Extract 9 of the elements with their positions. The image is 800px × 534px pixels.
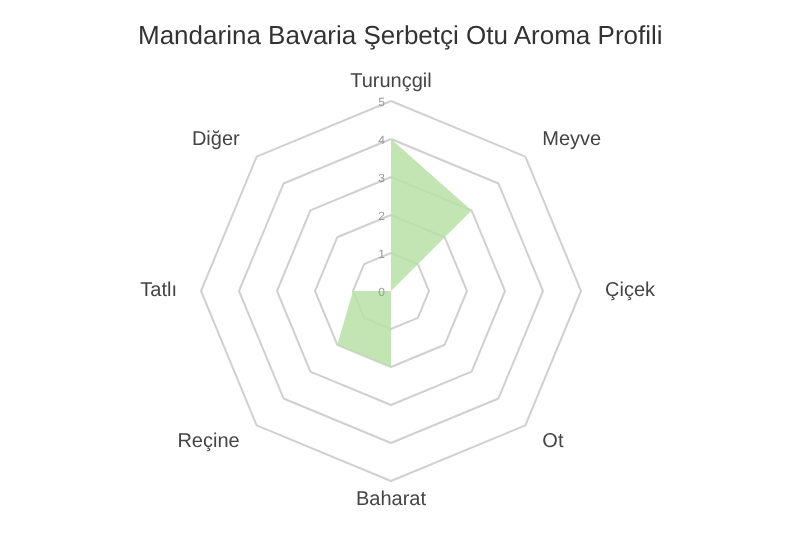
spoke-label: Baharat: [355, 489, 427, 511]
spoke-label: Meyve: [542, 128, 603, 151]
chart-title: Mandarina Bavaria Şerbetçi Otu Aroma Profili: [138, 20, 663, 50]
spoke-label: Tatlı: [140, 280, 178, 302]
spoke-label: Ot: [542, 431, 564, 454]
spoke-label: Çiçek: [605, 280, 658, 302]
spoke-label: Reçine: [177, 431, 241, 454]
spoke-label: Diğer: [191, 128, 242, 151]
spoke-label: Turunçgil: [350, 71, 432, 93]
